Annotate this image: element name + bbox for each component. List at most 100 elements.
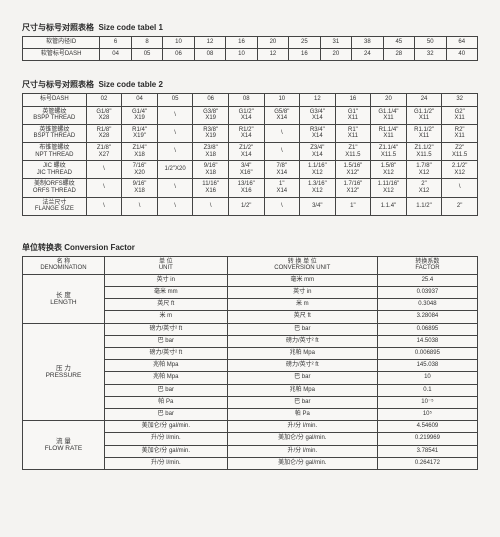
cell: 14.5038 xyxy=(377,335,477,347)
cell: 巴 bar xyxy=(104,408,227,420)
cell: Z3/8"X18 xyxy=(193,142,229,160)
cell: 10 xyxy=(163,37,194,49)
cell: 布锥管螺纹NPT THREAD xyxy=(23,142,87,160)
cell: 32 xyxy=(442,94,478,106)
cell: 3/4"X16" xyxy=(228,161,264,179)
cell: 1/2"X20 xyxy=(157,161,193,179)
cell: 24 xyxy=(406,94,442,106)
cell: Z2"X11.5 xyxy=(442,142,478,160)
cell: G1/2"X14 xyxy=(228,106,264,124)
cell: 11/16"X16 xyxy=(193,179,229,197)
cell: 10 xyxy=(377,372,477,384)
cell: 米 m xyxy=(104,311,227,323)
cell: Z1"X11.5 xyxy=(335,142,371,160)
cell: G3/4"X14 xyxy=(300,106,336,124)
cell: 帕 Pa xyxy=(104,396,227,408)
cell: 16 xyxy=(289,49,320,61)
group-cell: 流 量FLOW RATE xyxy=(23,421,105,470)
cell: G1"X11 xyxy=(335,106,371,124)
cell: \ xyxy=(157,179,193,197)
cell: 升/分 l/min. xyxy=(227,421,377,433)
cell: 10 xyxy=(264,94,300,106)
cell: 08 xyxy=(228,94,264,106)
cell: 1.1.4" xyxy=(371,197,407,215)
cell: 24 xyxy=(352,49,383,61)
cell: 美加仑/分 gal/min. xyxy=(104,445,227,457)
cell: 英寸 in xyxy=(227,287,377,299)
cell: 转 换 单 位CONVERSION UNIT xyxy=(227,256,377,274)
cell: 25.4 xyxy=(377,274,477,286)
cell: 英寸 in xyxy=(104,274,227,286)
cell: R1.1/2"X11 xyxy=(406,124,442,142)
cell: 0.03937 xyxy=(377,287,477,299)
cell: 2"X12 xyxy=(406,179,442,197)
cell: 美加仑/分 gal/min. xyxy=(227,433,377,445)
cell: 20 xyxy=(371,94,407,106)
cell: 3.78541 xyxy=(377,445,477,457)
cell: 31 xyxy=(320,37,351,49)
cell: 2.1/2"X12 xyxy=(442,161,478,179)
cell: 磅力/英寸² ft xyxy=(227,335,377,347)
cell: 05 xyxy=(157,94,193,106)
table1-title: 尺寸与标号对照表格 Size code tabel 1 xyxy=(22,22,478,33)
cell: 4.54609 xyxy=(377,421,477,433)
cell: \ xyxy=(86,179,122,197)
cell: 英尺 ft xyxy=(104,299,227,311)
cell: 10 xyxy=(226,49,257,61)
cell: 1.7/8"X12 xyxy=(406,161,442,179)
cell: 名 称DENOMINATION xyxy=(23,256,105,274)
cell: 38 xyxy=(352,37,383,49)
table2-title: 尺寸与标号对照表格 Size code table 2 xyxy=(22,79,478,90)
cell: 1.5/8"X12 xyxy=(371,161,407,179)
cell: G2"X11 xyxy=(442,106,478,124)
cell: Z3/4"X14 xyxy=(300,142,336,160)
cell: 9/16"X18 xyxy=(193,161,229,179)
cell: 1.7/16"X12" xyxy=(335,179,371,197)
cell: 08 xyxy=(194,49,225,61)
cell: 磅力/英寸² ft xyxy=(104,323,227,335)
cell: 磅力/英寸² ft xyxy=(227,360,377,372)
cell: 单 位UNIT xyxy=(104,256,227,274)
cell: \ xyxy=(264,124,300,142)
cell: 兆帕 Mpa xyxy=(104,372,227,384)
cell: 毫米 mm xyxy=(104,287,227,299)
cell: 06 xyxy=(163,49,194,61)
cell: R1"X11 xyxy=(335,124,371,142)
cell: 1.3/16"X12 xyxy=(300,179,336,197)
cell: 巴 bar xyxy=(227,396,377,408)
cell: 64 xyxy=(446,37,478,49)
cell: 巴 bar xyxy=(104,384,227,396)
cell: G1/8"X28 xyxy=(86,106,122,124)
group-cell: 压 力PRESSURE xyxy=(23,323,105,421)
cell: 1"X14 xyxy=(264,179,300,197)
cell: 12 xyxy=(300,94,336,106)
cell: 巴 bar xyxy=(227,372,377,384)
cell: 1" xyxy=(335,197,371,215)
cell: 9/16"X18 xyxy=(122,179,158,197)
cell: G3/8"X19 xyxy=(193,106,229,124)
cell: 12 xyxy=(194,37,225,49)
cell: \ xyxy=(157,106,193,124)
cell: 06 xyxy=(193,94,229,106)
cell: 兆帕 Mpa xyxy=(227,384,377,396)
cell: 英锥管螺纹BSPT THREAD xyxy=(23,124,87,142)
conv-title: 单位转换表 Conversion Factor xyxy=(22,242,478,253)
cell: R1/2"X14 xyxy=(228,124,264,142)
cell: 兆帕 Mpa xyxy=(104,360,227,372)
cell: 145.038 xyxy=(377,360,477,372)
cell: Z1/2"X14 xyxy=(228,142,264,160)
cell: Z1/8"X27 xyxy=(86,142,122,160)
cell: 16 xyxy=(226,37,257,49)
cell: 1.1/16"X12 xyxy=(300,161,336,179)
cell: \ xyxy=(442,179,478,197)
cell: 标号DASH xyxy=(23,94,87,106)
cell: 0.1 xyxy=(377,384,477,396)
cell: R1/4"X19" xyxy=(122,124,158,142)
cell: R1/8"X28 xyxy=(86,124,122,142)
cell: \ xyxy=(157,197,193,215)
cell: 10⁻⁵ xyxy=(377,396,477,408)
cell: JIC 螺纹JIC THREAD xyxy=(23,161,87,179)
cell: 20 xyxy=(257,37,288,49)
cell: Z1/4"X18 xyxy=(122,142,158,160)
cell: 软管标号DASH xyxy=(23,49,100,61)
